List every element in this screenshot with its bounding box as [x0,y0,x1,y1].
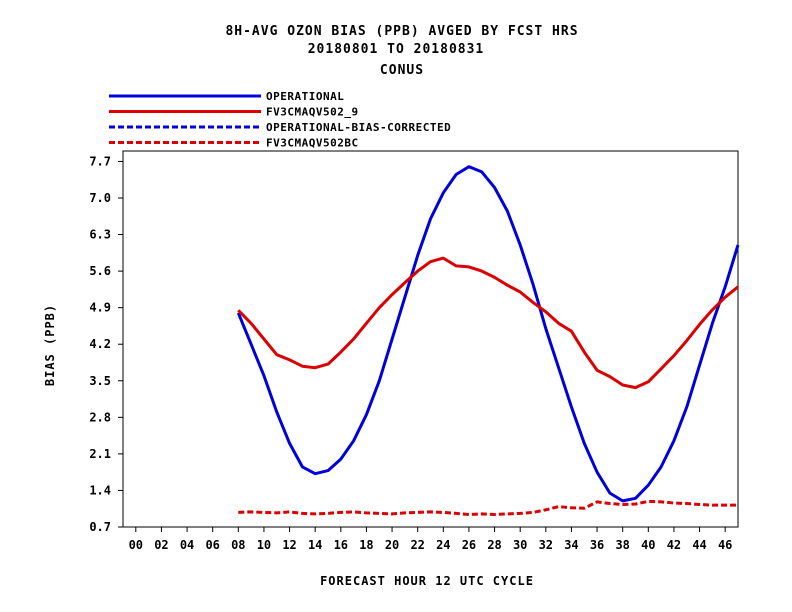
x-tick-label: 18 [359,538,373,552]
legend-label: FV3CMAQV502_9 [266,106,359,119]
x-tick-label: 40 [641,538,655,552]
x-axis: 00 02 04 06 08 10 12 14 16 18 20 22 24 26 28 30 32 34 36 38… [129,527,732,552]
x-tick-label: 06 [205,538,219,552]
x-tick-label: 10 [257,538,271,552]
x-tick-label: 02 [154,538,168,552]
x-tick-label: 32 [539,538,553,552]
x-tick-label: 16 [334,538,348,552]
x-tick-label: 08 [231,538,245,552]
legend-label: FV3CMAQV502BC [266,137,359,150]
x-tick-label: 00 [129,538,143,552]
chart-title-line-3: CONUS [380,63,424,78]
series-line-fv3cmaqv502bc [238,499,738,516]
y-tick-label: 7.7 [89,154,111,168]
x-tick-label: 30 [513,538,527,552]
x-tick-label: 12 [282,538,296,552]
legend-label: OPERATIONAL [266,90,344,103]
x-axis-label: FORECAST HOUR 12 UTC CYCLE [320,574,534,588]
y-tick-label: 7.0 [89,191,111,205]
plot-frame [122,150,739,528]
x-tick-label: 34 [564,538,578,552]
legend: OPERATIONAL FV3CMAQV502_9 OPERATIONAL-BIAS… [109,90,451,150]
x-tick-label: 04 [180,538,194,552]
x-tick-label: 36 [590,538,604,552]
y-tick-label: 1.4 [89,483,111,497]
series-line-fv3cmaqv502-9 [237,256,739,390]
y-tick-label: 5.6 [89,264,111,278]
x-tick-label: 26 [462,538,476,552]
plot-lines [236,165,740,516]
y-tick-label: 2.8 [89,410,111,424]
y-axis-label: BIAS (PPB) [43,304,57,386]
x-tick-label: 20 [385,538,399,552]
x-tick-label: 38 [615,538,629,552]
x-tick-label: 22 [410,538,424,552]
x-tick-label: 28 [487,538,501,552]
series-line-operational [236,165,740,503]
legend-label: OPERATIONAL-BIAS-CORRECTED [266,121,451,134]
x-tick-label: 44 [692,538,706,552]
x-tick-label: 46 [718,538,732,552]
y-tick-label: 4.2 [89,337,111,351]
chart-title-line-1: 8H-AVG OZON BIAS (PPB) AVGED BY FCST HRS [225,24,578,39]
y-axis: 0.7 1.4 2.1 2.8 3.5 4.2 4.9 5.6 6.3 7.0 7.7 [89,154,123,534]
x-tick-label: 14 [308,538,322,552]
x-tick-label: 42 [667,538,681,552]
y-tick-label: 6.3 [89,228,111,242]
y-tick-label: 2.1 [89,447,111,461]
x-tick-label: 24 [436,538,450,552]
chart-title-line-2: 20180801 TO 20180831 [308,42,485,57]
y-tick-label: 4.9 [89,301,111,315]
y-tick-label: 3.5 [89,374,111,388]
y-tick-label: 0.7 [89,520,111,534]
